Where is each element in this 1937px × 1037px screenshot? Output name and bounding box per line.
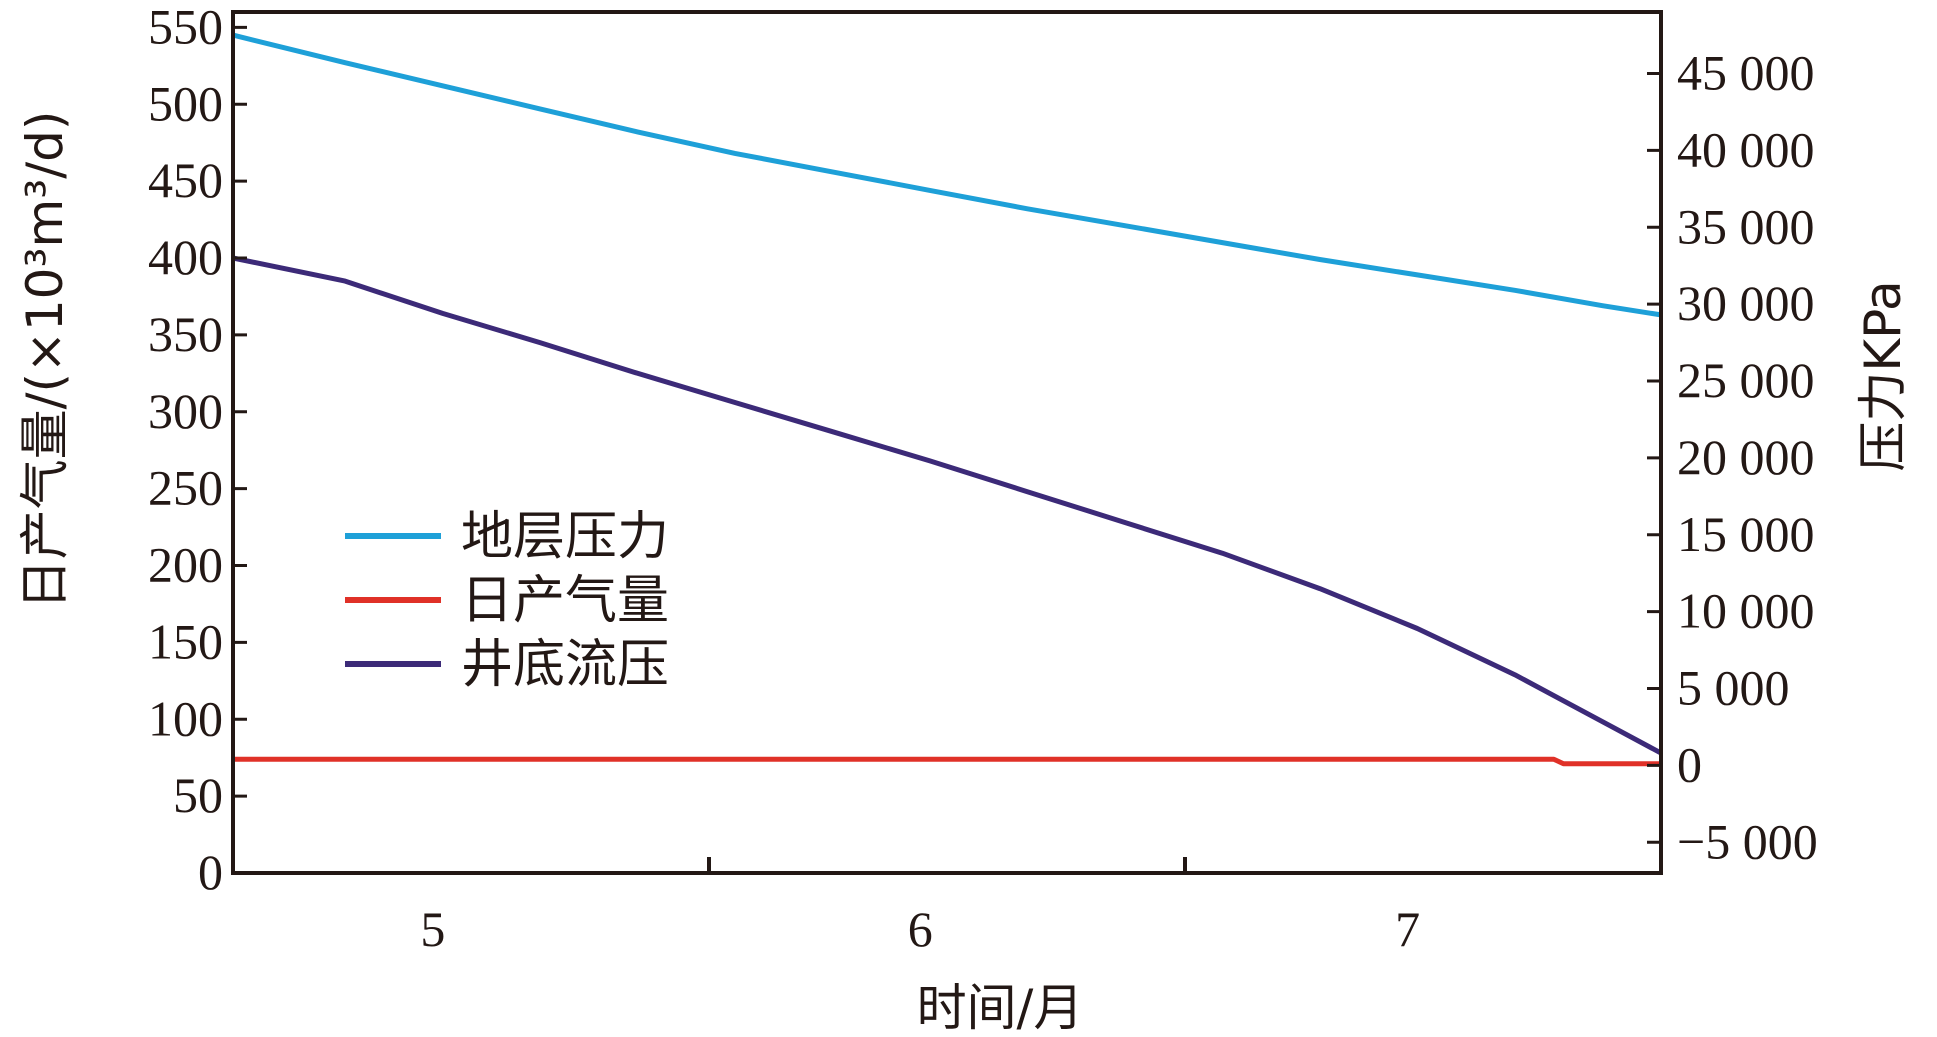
series-layer: [232, 32, 1663, 767]
y-right-tick-label: 40 000: [1677, 121, 1815, 177]
y-right-tick-label: 30 000: [1677, 275, 1815, 331]
series-line-0: [232, 32, 1662, 318]
y-right-tick-label: 15 000: [1677, 506, 1815, 562]
y-right-tick-label: 25 000: [1677, 352, 1815, 408]
y-left-tick-label: 0: [198, 844, 223, 900]
y-left-tick-label: 150: [148, 613, 223, 669]
x-tick-label: 5: [420, 901, 445, 957]
y-right-tick-label: 45 000: [1677, 45, 1815, 101]
y-left-tick-label: 350: [148, 306, 223, 362]
y-left-tick-label: 100: [148, 690, 223, 746]
legend-label-2: 井底流压: [461, 635, 669, 695]
y-left-tick-label: 500: [148, 75, 223, 131]
plot-frame: [231, 10, 1663, 875]
y-right-tick-label: 10 000: [1677, 583, 1815, 639]
y-right-tick-label: 35 000: [1677, 198, 1815, 254]
x-tick-label: 6: [908, 901, 933, 957]
y-left-tick-label: 400: [148, 229, 223, 285]
x-axis-title: 时间/月: [917, 979, 1084, 1037]
y-left-tick-label: 450: [148, 152, 223, 208]
y-right-tick-label: −5 000: [1677, 813, 1818, 869]
y-right-tick-label: 5 000: [1677, 660, 1790, 716]
y-left-tick-label: 550: [148, 0, 223, 54]
y-left-tick-label: 50: [173, 767, 223, 823]
y-left-tick-label: 200: [148, 537, 223, 593]
y-left-tick-label: 250: [148, 460, 223, 516]
x-tick-label: 7: [1395, 901, 1420, 957]
y-left-axis-title: 日产气量/(×10³m³/d): [16, 111, 74, 610]
series-line-1: [233, 756, 1661, 767]
series-line-2: [232, 255, 1663, 756]
legend-label-1: 日产气量: [461, 571, 669, 631]
y-right-axis-title: 压力KPa: [1854, 280, 1912, 471]
legend-label-0: 地层压力: [461, 507, 669, 567]
y-left-tick-label: 300: [148, 383, 223, 439]
y-right-tick-label: 20 000: [1677, 429, 1815, 485]
y-right-tick-label: 0: [1677, 736, 1702, 792]
